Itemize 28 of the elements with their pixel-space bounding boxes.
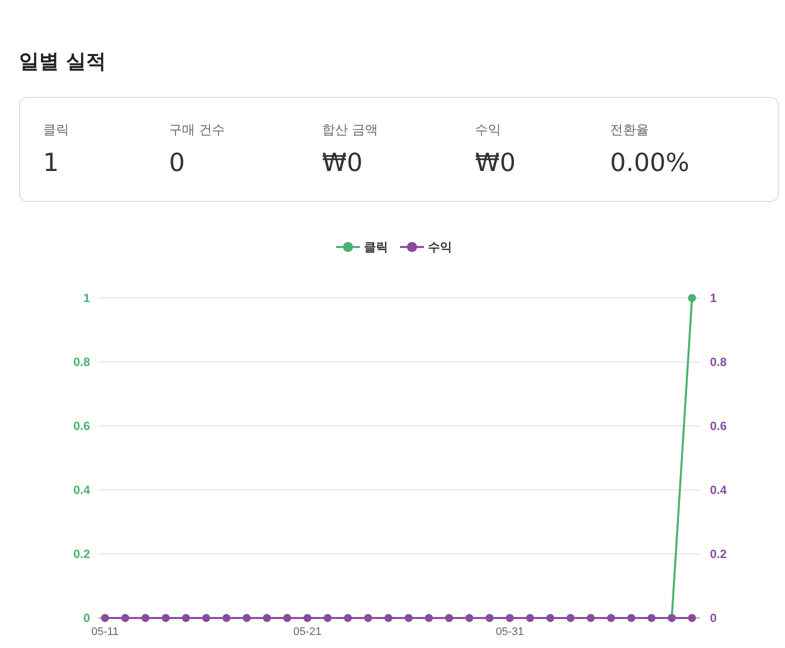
y2-tick-label: 1 [710, 290, 717, 305]
text: 구매 건수 [169, 123, 226, 138]
text: 클릭 [43, 123, 69, 138]
y-tick-label: 0.6 [73, 418, 90, 433]
y-tick-label: 0.8 [73, 354, 90, 369]
y2-tick-label: 0 [710, 610, 717, 625]
y2-tick-label: 0.4 [710, 482, 728, 497]
y2-tick-label: 0.6 [710, 418, 728, 433]
y-tick-label: 0.2 [73, 546, 90, 561]
y-tick-label: 0.4 [73, 482, 90, 497]
legend-label: 클릭 [364, 240, 388, 254]
x-tick-label: 05-31 [496, 626, 524, 638]
x-tick-label: 05-11 [91, 626, 119, 638]
text: 합산 금액 [322, 123, 378, 138]
text: 수익 [475, 123, 501, 138]
y-tick-label: 1 [83, 290, 90, 305]
y-tick-label: 0 [83, 610, 90, 625]
x-tick-label: 05-21 [293, 626, 322, 638]
text: 0 [169, 148, 185, 177]
y2-tick-label: 0.2 [710, 546, 728, 561]
text: 1 [43, 148, 59, 177]
y2-tick-label: 0.8 [710, 354, 728, 369]
text: ₩0 [322, 148, 363, 177]
legend-label: 수익 [428, 240, 452, 254]
text: 전환율 [610, 123, 649, 138]
text: 0.00% [610, 148, 690, 177]
text: 일별 실적 [19, 49, 106, 73]
text: ₩0 [475, 148, 516, 177]
